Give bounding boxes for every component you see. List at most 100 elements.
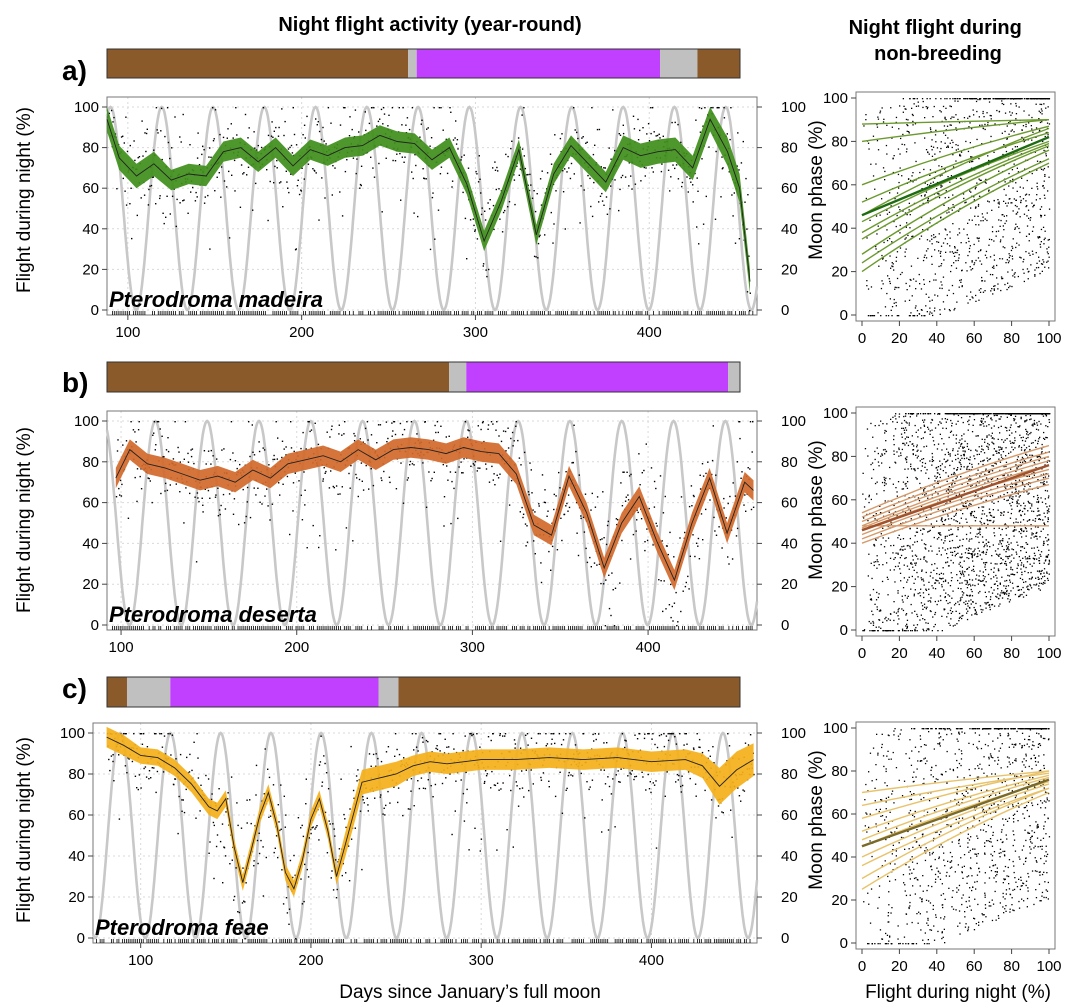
daily-point [484,210,486,212]
inset-point [1046,540,1048,542]
inset-point [1013,535,1015,537]
inset-point [1015,98,1017,100]
inset-point [1048,573,1050,575]
daily-point [604,625,607,627]
daily-point [187,461,190,463]
inset-point [881,453,883,455]
inset-point [960,281,962,283]
daily-point [482,421,484,423]
daily-point [367,439,369,441]
daily-point [461,156,463,158]
daily-point [504,209,506,212]
daily-point [402,502,405,504]
inset-point [998,527,1000,529]
inset-point [1042,169,1044,171]
daily-point [608,607,611,610]
inset-point [968,458,970,461]
inset-point [897,565,899,567]
daily-point [473,224,475,227]
daily-point [373,107,375,109]
inset-point [992,509,994,511]
inset-point [966,587,969,589]
inset-point [944,596,946,598]
inset-point [941,520,943,523]
inset-point [997,568,1000,570]
inset-point [943,589,945,591]
inset-point [973,98,976,100]
inset-point [911,435,913,437]
daily-point [298,193,301,196]
daily-point [624,500,627,502]
daily-point [422,168,424,170]
inset-point [1016,553,1018,555]
inset-point [934,563,936,565]
daily-point [161,435,163,437]
inset-point [993,254,995,256]
inset-point [982,552,985,554]
inset-point [1041,569,1043,572]
daily-point [517,137,520,139]
inset-point [954,555,956,557]
inset-point [1030,264,1032,266]
inset-point [1022,187,1024,189]
inset-point [969,161,971,163]
inset-point [928,313,931,315]
inset-point [973,196,975,198]
inset-point [968,468,970,471]
daily-point [169,484,171,486]
daily-point [262,107,265,109]
inset-point [1042,226,1045,228]
inset-point [1009,440,1011,442]
inset-point [959,155,962,157]
inset-y-tick-label: 40 [831,220,848,237]
inset-point [940,216,942,218]
inset-point [955,127,957,129]
inset-point [931,585,933,587]
inset-point [1040,570,1042,572]
inset-point [923,584,925,586]
daily-point [495,429,497,431]
inset-point [959,597,962,599]
inset-point [1032,206,1034,208]
inset-point [1016,226,1018,228]
inset-point [1032,131,1034,133]
inset-point [925,250,928,252]
daily-point [642,127,644,129]
daily-point [182,113,184,116]
daily-point [581,137,583,139]
daily-point [739,437,741,440]
inset-point [971,553,973,555]
inset-point [983,546,985,548]
inset-point [959,570,961,573]
inset-point [990,135,992,138]
daily-point [474,230,476,232]
daily-point [685,581,687,584]
daily-point [562,191,565,193]
daily-point [266,488,268,490]
inset-point [1032,226,1035,228]
daily-point [151,176,154,178]
inset-point [893,569,895,571]
daily-point [139,475,141,478]
daily-point [120,136,123,138]
inset-point [1004,439,1006,441]
inset-point [929,280,931,283]
inset-point [953,262,955,264]
inset-point [1037,266,1040,269]
daily-point [209,147,211,149]
inset-point [1028,114,1030,116]
inset-point [916,315,918,317]
inset-point [1033,461,1035,464]
daily-point [590,509,592,511]
inset-x-tick-label: 60 [966,330,983,347]
inset-point [898,447,900,449]
inset-point [892,171,894,174]
daily-point [570,162,573,165]
inset-point [1027,500,1029,503]
inset-point [949,181,951,183]
inset-point [909,227,911,229]
inset-point [1005,461,1008,463]
inset-point [1022,596,1025,598]
daily-point [222,136,225,139]
daily-point [140,488,143,490]
